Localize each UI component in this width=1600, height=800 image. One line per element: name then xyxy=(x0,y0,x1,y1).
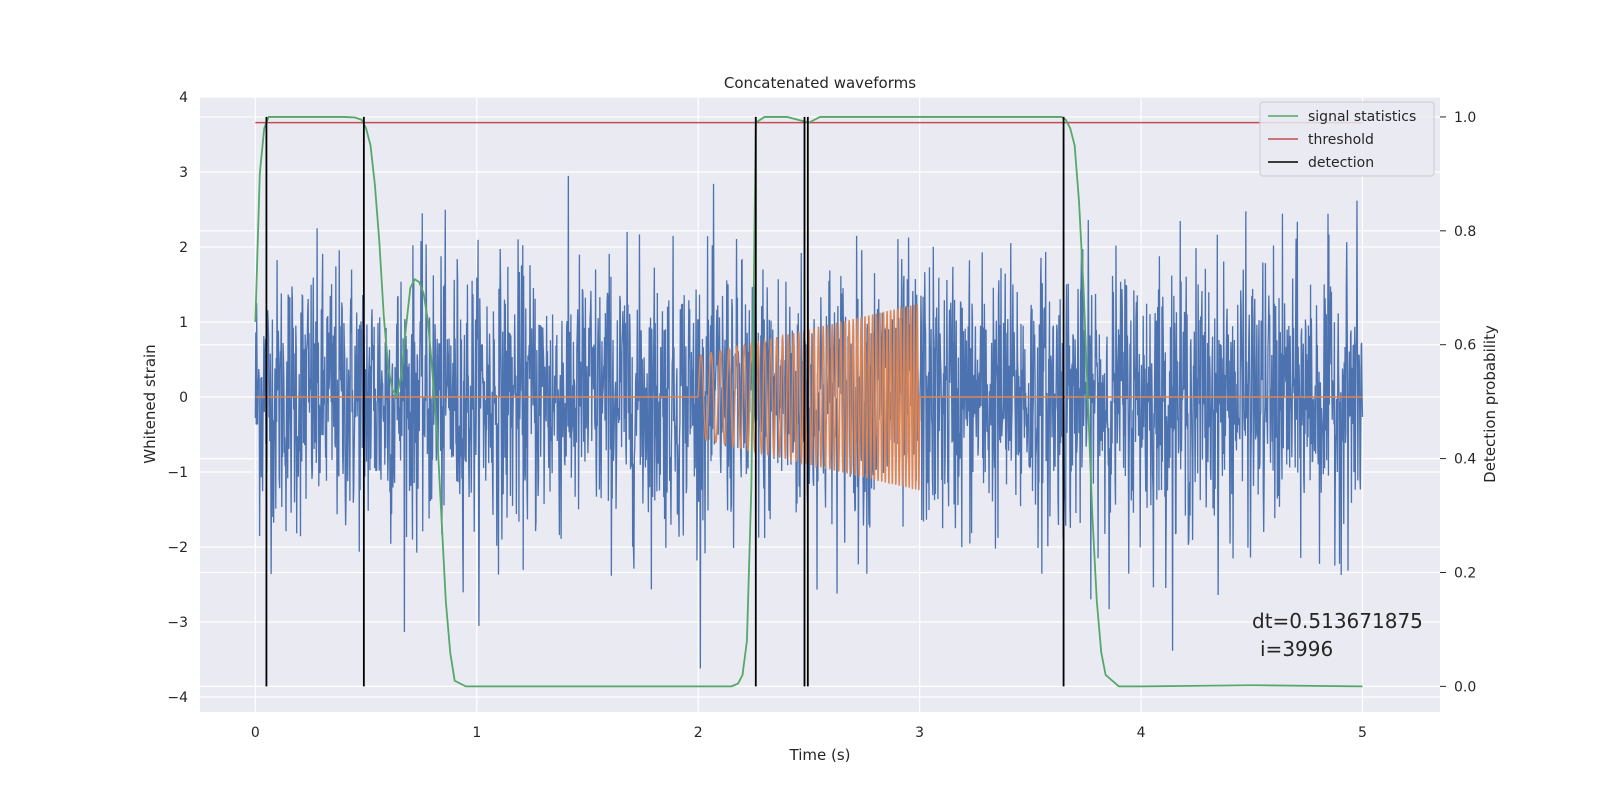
annotation-i: i=3996 xyxy=(1260,637,1333,661)
y-axis-title: Whitened strain xyxy=(141,344,159,463)
y-tick-label: 0 xyxy=(179,390,188,406)
legend: signal statistics threshold detection xyxy=(1259,101,1435,177)
y-tick-label: 1 xyxy=(179,315,188,331)
legend-label-detection: detection xyxy=(1308,155,1374,171)
legend-box xyxy=(1259,101,1435,177)
legend-label-threshold: threshold xyxy=(1308,132,1374,148)
x-tick-label: 5 xyxy=(1358,725,1367,741)
y-tick-label: 3 xyxy=(179,165,188,181)
x-tick-label: 0 xyxy=(251,725,260,741)
y2-tick-label: 0.0 xyxy=(1454,679,1476,695)
x-tick-label: 1 xyxy=(472,725,481,741)
x-tick-label: 3 xyxy=(915,725,924,741)
chart-title: Concatenated waveforms xyxy=(724,74,916,92)
y2-tick-label: 1.0 xyxy=(1454,110,1476,126)
y-tick-label: −4 xyxy=(167,690,188,706)
x-tick-label: 4 xyxy=(1137,725,1146,741)
y2-tick-label: 0.8 xyxy=(1454,224,1476,240)
annotation-dt: dt=0.513671875 xyxy=(1252,609,1423,633)
injected-signal-line xyxy=(255,303,1363,491)
legend-label-signal-statistics: signal statistics xyxy=(1308,109,1416,125)
y2-axis-title: Detection probability xyxy=(1481,325,1499,483)
y2-tick-label: 0.4 xyxy=(1454,452,1476,468)
y2-tick-label: 0.2 xyxy=(1454,565,1476,581)
strain-noise-line xyxy=(254,175,1364,669)
plot-lines xyxy=(254,116,1364,688)
y-tick-label: −3 xyxy=(167,615,188,631)
x-axis-title: Time (s) xyxy=(789,746,851,764)
y2-tick-label: 0.6 xyxy=(1454,338,1476,354)
signal-statistics-line xyxy=(254,116,1363,688)
y-tick-label: 4 xyxy=(179,90,188,106)
y-tick-label: −1 xyxy=(167,465,188,481)
ticks: 0 1 2 3 4 5 −4 −3 −2 −1 0 1 2 3 4 0.0 0.2 0.4 0.6 0.8 1.0 xyxy=(167,90,1476,741)
x-tick-label: 2 xyxy=(694,725,703,741)
y-tick-label: 2 xyxy=(179,240,188,256)
y-tick-label: −2 xyxy=(167,540,188,556)
